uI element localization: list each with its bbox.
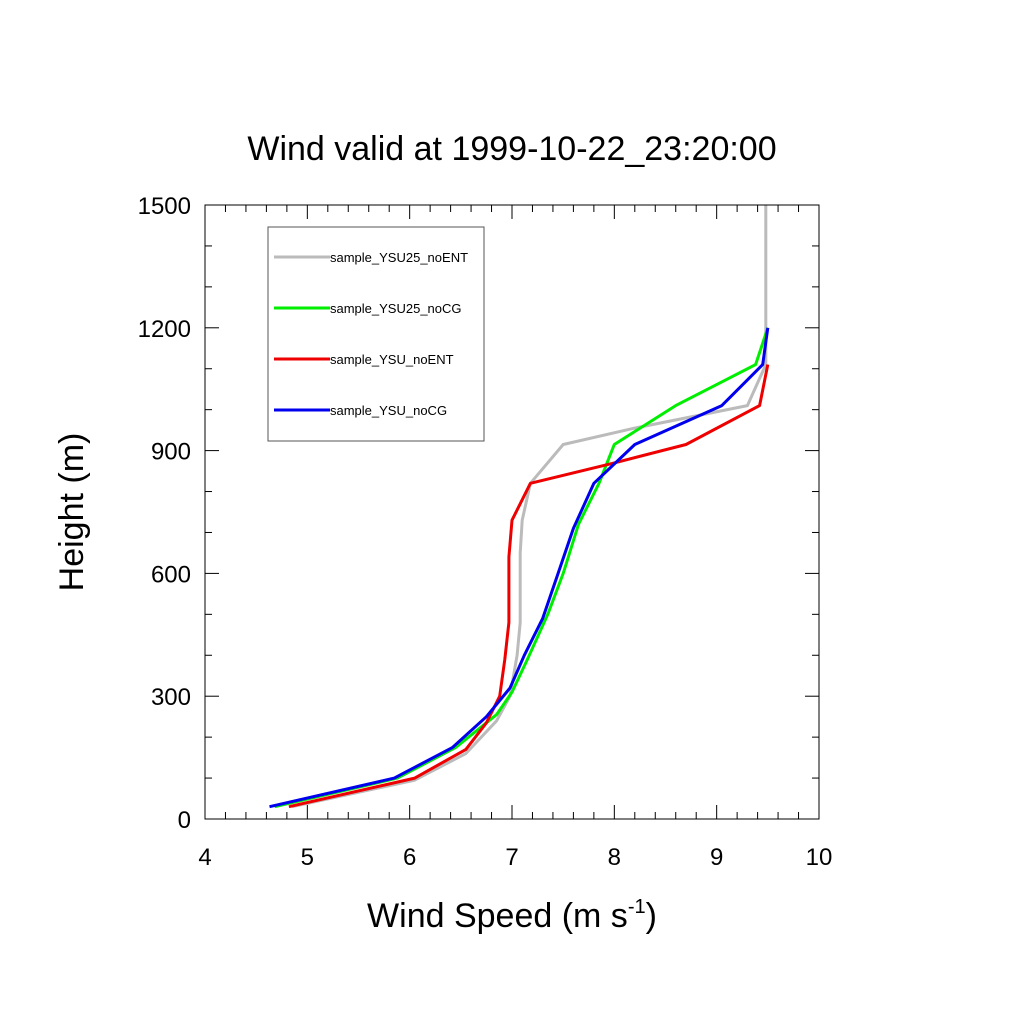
series-line-2 bbox=[288, 364, 770, 809]
x-tick-label: 9 bbox=[710, 844, 723, 871]
legend-box bbox=[267, 226, 485, 442]
series-line-3 bbox=[269, 327, 770, 809]
legend-label-1: sample_YSU25_noCG bbox=[330, 301, 462, 316]
legend-label-2: sample_YSU_noENT bbox=[330, 352, 454, 367]
y-tick-label: 1500 bbox=[138, 193, 191, 220]
y-tick-labels: 0 300 600 900 1200 1500 bbox=[138, 193, 191, 834]
chart-title: Wind valid at 1999-10-22_23:20:00 bbox=[247, 130, 776, 168]
x-tick-label: 6 bbox=[403, 844, 416, 871]
plot-frame bbox=[204, 204, 820, 820]
x-tick-label: 8 bbox=[608, 844, 621, 871]
y-tick-label: 1200 bbox=[138, 316, 191, 343]
y-tick-label: 0 bbox=[178, 807, 191, 834]
x-tick-label: 10 bbox=[806, 844, 833, 871]
x-tick-label: 5 bbox=[301, 844, 314, 871]
x-axis-label-main: Wind Speed (m s bbox=[367, 897, 628, 935]
legend: sample_YSU25_noENT sample_YSU25_noCGsampl… bbox=[267, 226, 485, 442]
x-axis-label-superscript: -1 bbox=[628, 896, 646, 918]
x-axis-label: Wind Speed (m s-1) bbox=[367, 896, 657, 935]
legend-label-3: sample_YSU_noCG bbox=[330, 403, 447, 418]
legend-label-0: sample_YSU25_noENT bbox=[330, 250, 468, 265]
y-tick-label: 900 bbox=[151, 439, 191, 466]
plot-lines bbox=[269, 205, 770, 809]
x-tick-label: 4 bbox=[198, 844, 211, 871]
x-tick-labels: 4 5 6 7 8 9 10 bbox=[198, 844, 832, 871]
x-tick-label: 7 bbox=[505, 844, 518, 871]
y-axis-label: Height (m) bbox=[53, 433, 91, 592]
y-tick-label: 600 bbox=[151, 561, 191, 588]
x-axis-label-end: ) bbox=[646, 897, 657, 935]
series-line-0 bbox=[291, 205, 768, 809]
y-tick-label: 300 bbox=[151, 684, 191, 711]
series-line-1 bbox=[274, 327, 770, 809]
